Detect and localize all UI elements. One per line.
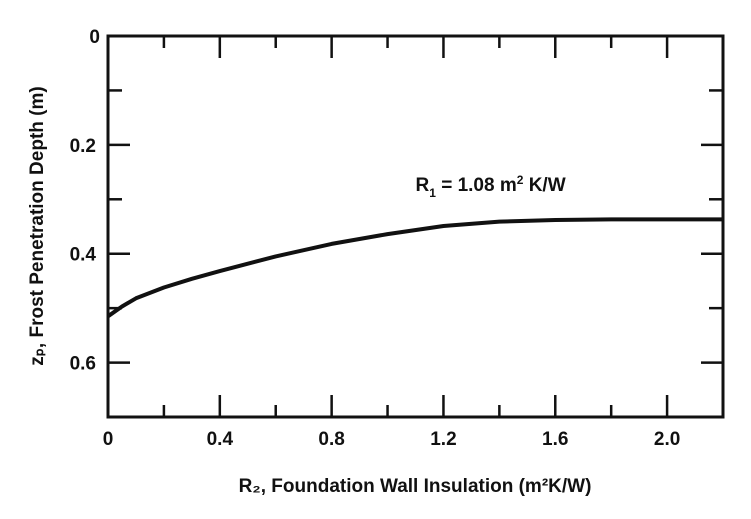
y-axis-label: zₚ, Frost Penetration Depth (m) <box>27 86 48 365</box>
y-tick-label: 0.6 <box>70 354 96 375</box>
y-tick-label: 0 <box>89 27 100 48</box>
x-tick-label: 1.6 <box>542 429 568 450</box>
x-tick-label: 1.2 <box>430 429 456 450</box>
plot-frame <box>106 34 725 419</box>
x-tick-label: 0.4 <box>207 429 234 450</box>
y-tick-label: 0.2 <box>70 136 96 157</box>
x-tick-label: 0 <box>103 429 114 450</box>
series-line-r1 <box>106 217 723 318</box>
x-tick-label: 2.0 <box>654 429 680 450</box>
x-tick-label: 0.8 <box>318 429 344 450</box>
series-annotation: R1 = 1.08 m2 K/W <box>416 173 566 200</box>
x-axis-label: R₂, Foundation Wall Insulation (m²K/W) <box>239 476 592 497</box>
y-tick-label: 0.4 <box>70 245 97 266</box>
